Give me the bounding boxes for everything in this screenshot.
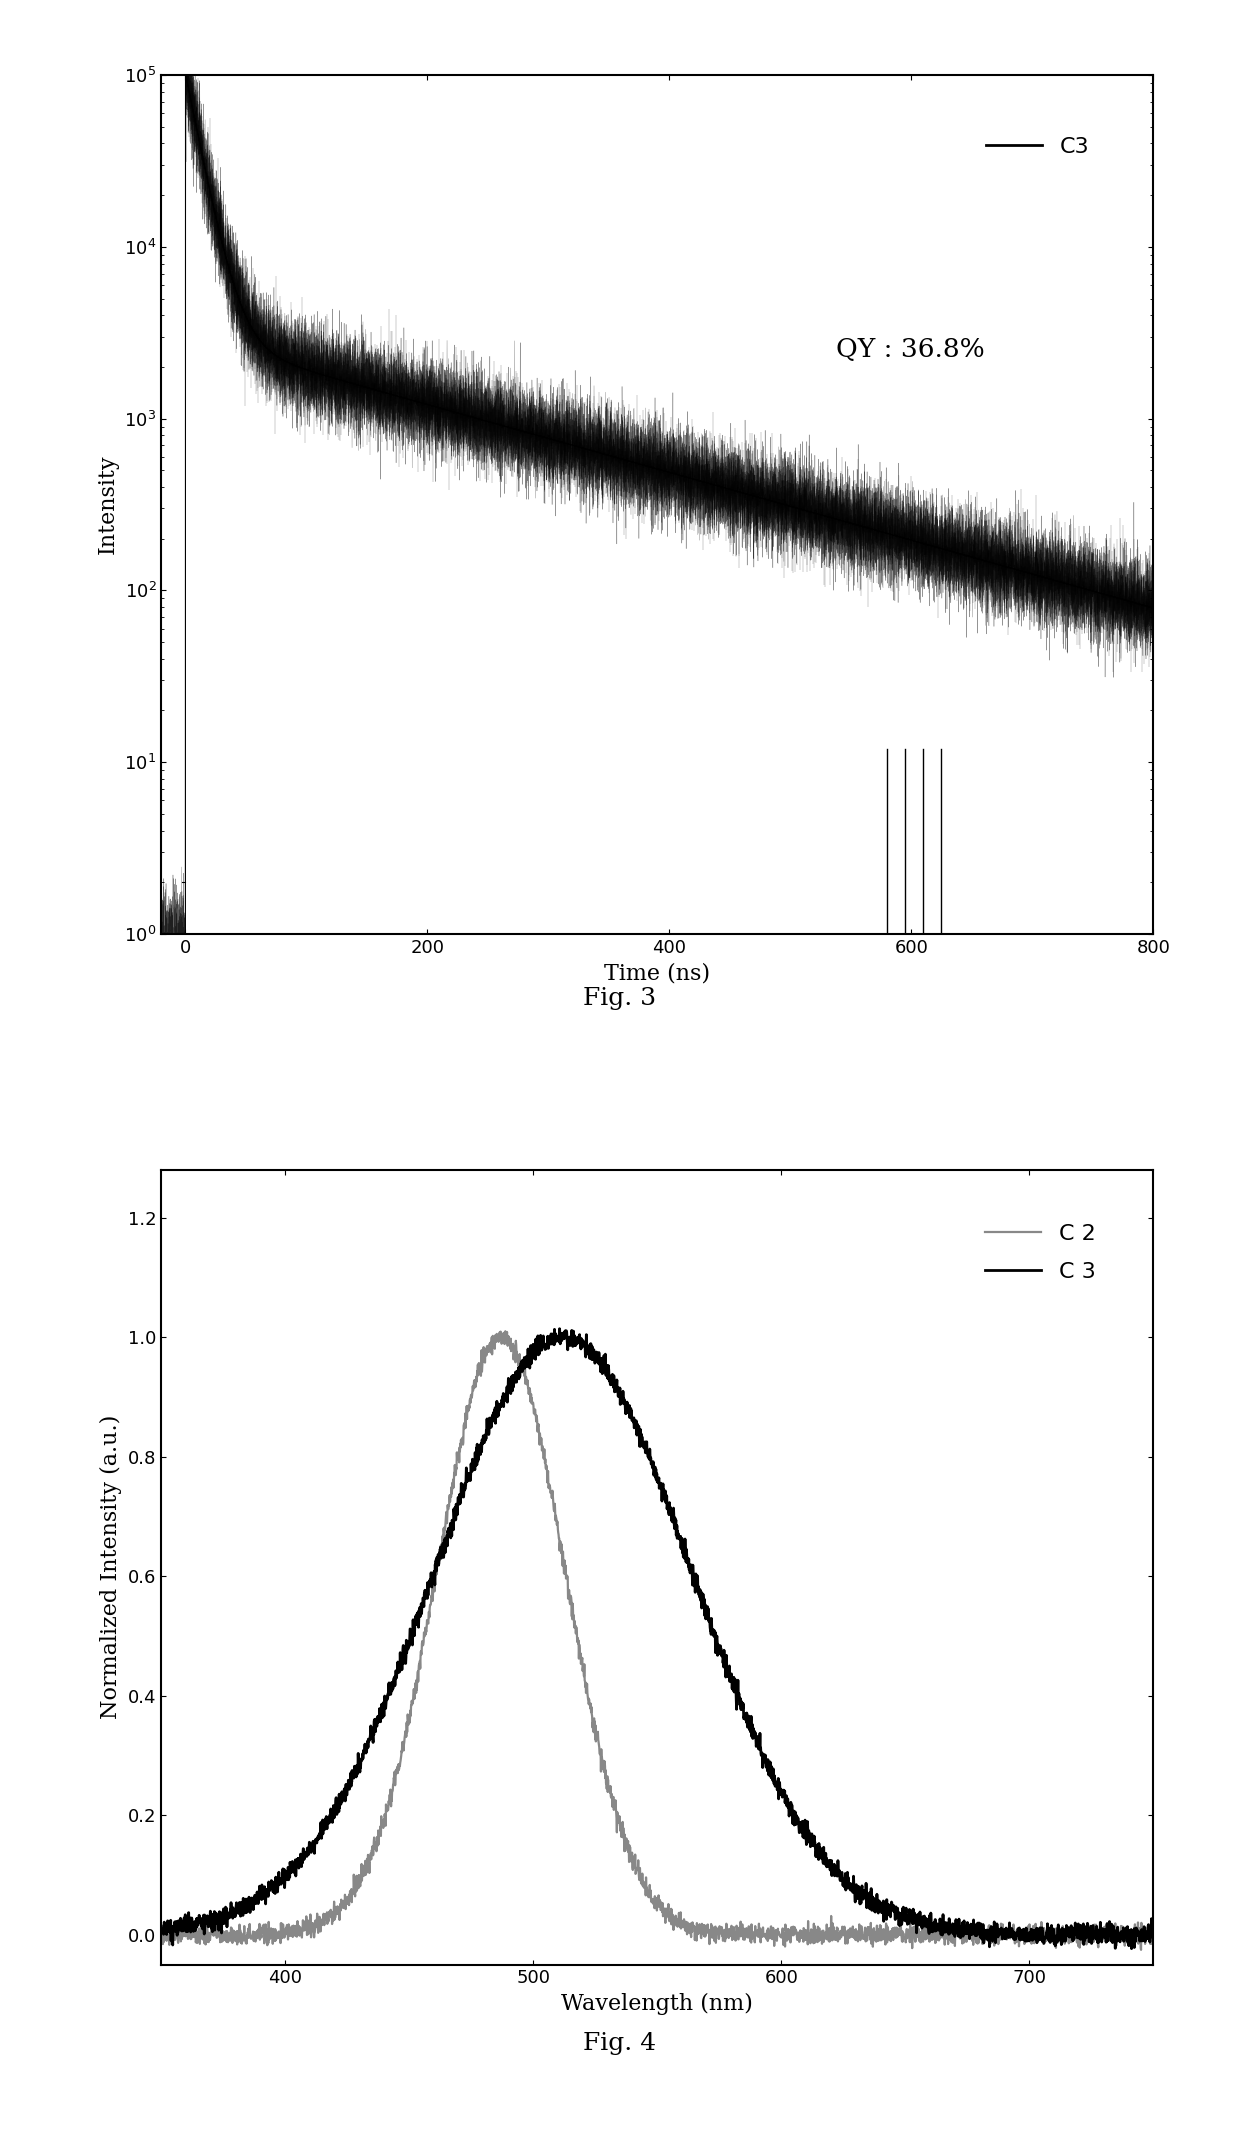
C 3 [1171,1919,1185,1945]
C 3 [552,1316,567,1342]
Legend: C 2, C 3: C 2, C 3 [959,1198,1122,1308]
C 2 [1042,1924,1056,1949]
C 3 [270,1872,285,1898]
C 3 [330,1799,345,1825]
C 2 [330,1894,345,1919]
X-axis label: Time (ns): Time (ns) [604,962,711,983]
C 3 [1042,1922,1056,1947]
C 2 [1151,1924,1166,1949]
Y-axis label: Intensity: Intensity [97,455,119,554]
C 2 [498,1318,513,1344]
Legend: C3: C3 [952,103,1122,191]
C 2 [1171,1915,1185,1941]
C 3 [1151,1915,1166,1941]
C 2 [154,1922,169,1947]
C 2 [588,1713,603,1739]
C 2 [1133,1937,1148,1962]
C 2 [270,1926,285,1952]
C 3 [543,1320,558,1346]
X-axis label: Wavelength (nm): Wavelength (nm) [562,1992,753,2016]
Line: C 3: C 3 [161,1329,1178,1949]
C 3 [1125,1937,1140,1962]
C 2 [544,1479,559,1505]
C 3 [154,1913,169,1939]
Text: Fig. 3: Fig. 3 [584,988,656,1009]
C 3 [588,1342,603,1368]
Y-axis label: Normalized Intensity (a.u.): Normalized Intensity (a.u.) [100,1415,123,1720]
Line: C 2: C 2 [161,1331,1178,1949]
Text: QY : 36.8%: QY : 36.8% [836,337,985,363]
Text: Fig. 4: Fig. 4 [584,2033,656,2055]
